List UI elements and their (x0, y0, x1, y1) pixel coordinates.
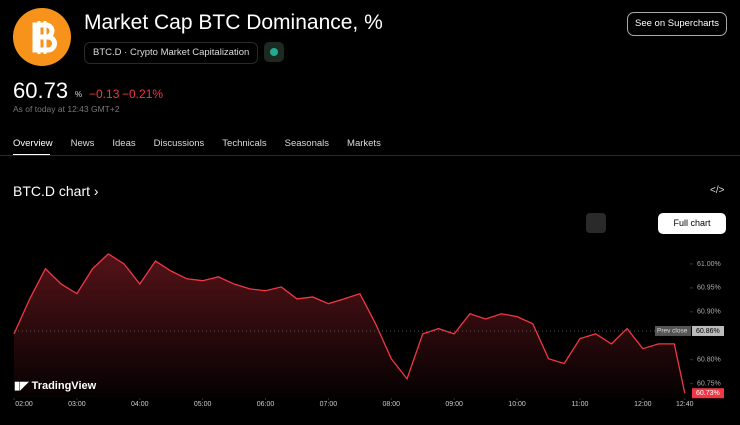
y-tick-label: 60.80% (697, 357, 721, 364)
x-tick-label: 11:00 (571, 401, 588, 408)
x-tick-label: 08:00 (383, 401, 401, 408)
x-tick-label: 06:00 (257, 401, 275, 408)
prev-close-label-box (692, 325, 724, 336)
tab[interactable]: Discussions (153, 138, 205, 149)
as-of: As of today at 12:43 GMT+2 (13, 104, 120, 114)
title: Market Cap BTC Dominance, % (84, 11, 383, 34)
section-title-text: BTC.D chart (13, 183, 91, 199)
divider (0, 155, 740, 156)
prev-close-box (655, 325, 691, 336)
tab[interactable]: News (70, 138, 95, 149)
candle-style-button[interactable] (608, 213, 628, 233)
x-tick-label: 09:00 (445, 401, 463, 408)
brand-text: TradingView (31, 380, 97, 392)
last-price-label: 60.73% (696, 390, 720, 397)
snapshot-button[interactable] (632, 213, 652, 233)
y-tick-label: 61.00% (697, 261, 721, 268)
area-fill (14, 253, 685, 398)
price-line (13, 253, 686, 394)
full-chart-label: Full chart (673, 218, 711, 228)
section-title[interactable]: BTC.D chart › (13, 183, 99, 199)
area-style-button[interactable] (586, 213, 606, 233)
full-chart-button[interactable]: Full chart (658, 213, 726, 234)
x-tick-label: 04:00 (131, 401, 149, 408)
source: Crypto Market Capitalization (129, 47, 250, 58)
x-tick-label: 07:00 (320, 401, 338, 408)
brand: ▮◤ TradingView (14, 380, 97, 392)
embed-icon[interactable]: </> (710, 185, 725, 196)
x-tick-label: 12:40 (676, 401, 694, 408)
change-percent: −0.21% (122, 87, 164, 101)
tabs: Overview News Ideas Discussions Technicals Se… (13, 138, 399, 149)
tab[interactable]: Markets (347, 138, 381, 149)
prev-close-text: Prev close (657, 328, 688, 335)
y-tick-label: 60.75% (697, 380, 721, 387)
last-price-box (692, 388, 724, 399)
change: −0.13 (89, 87, 120, 101)
chart: 60.75% 60.80% 60.90% 60.95% 61.00% 02:00 03:00… (13, 253, 724, 408)
price: 60.73 (13, 78, 69, 103)
y-tick-label: 60.90% (697, 309, 721, 316)
tab[interactable]: Overview (13, 138, 53, 149)
y-tick-label: 60.95% (697, 285, 721, 292)
price-unit: % (75, 90, 83, 99)
tab[interactable]: Seasonals (284, 138, 330, 149)
supercharts-button[interactable]: See on Supercharts (627, 12, 727, 36)
tab[interactable]: Ideas (112, 138, 136, 149)
x-tick-label: 02:00 (15, 401, 33, 408)
btc-logo (13, 8, 71, 66)
x-tick-label: 05:00 (194, 401, 212, 408)
x-tick-label: 10:00 (508, 401, 526, 408)
x-tick-label: 03:00 (68, 401, 86, 408)
prev-close-label: 60.86% (696, 328, 720, 335)
tab[interactable]: Technicals (222, 138, 267, 149)
x-tick-label: 12:00 (634, 401, 652, 408)
symbol: BTC.D (93, 47, 122, 58)
symbol-chip[interactable]: BTC.D · Crypto Market Capitalization (84, 42, 259, 64)
status (264, 42, 284, 62)
